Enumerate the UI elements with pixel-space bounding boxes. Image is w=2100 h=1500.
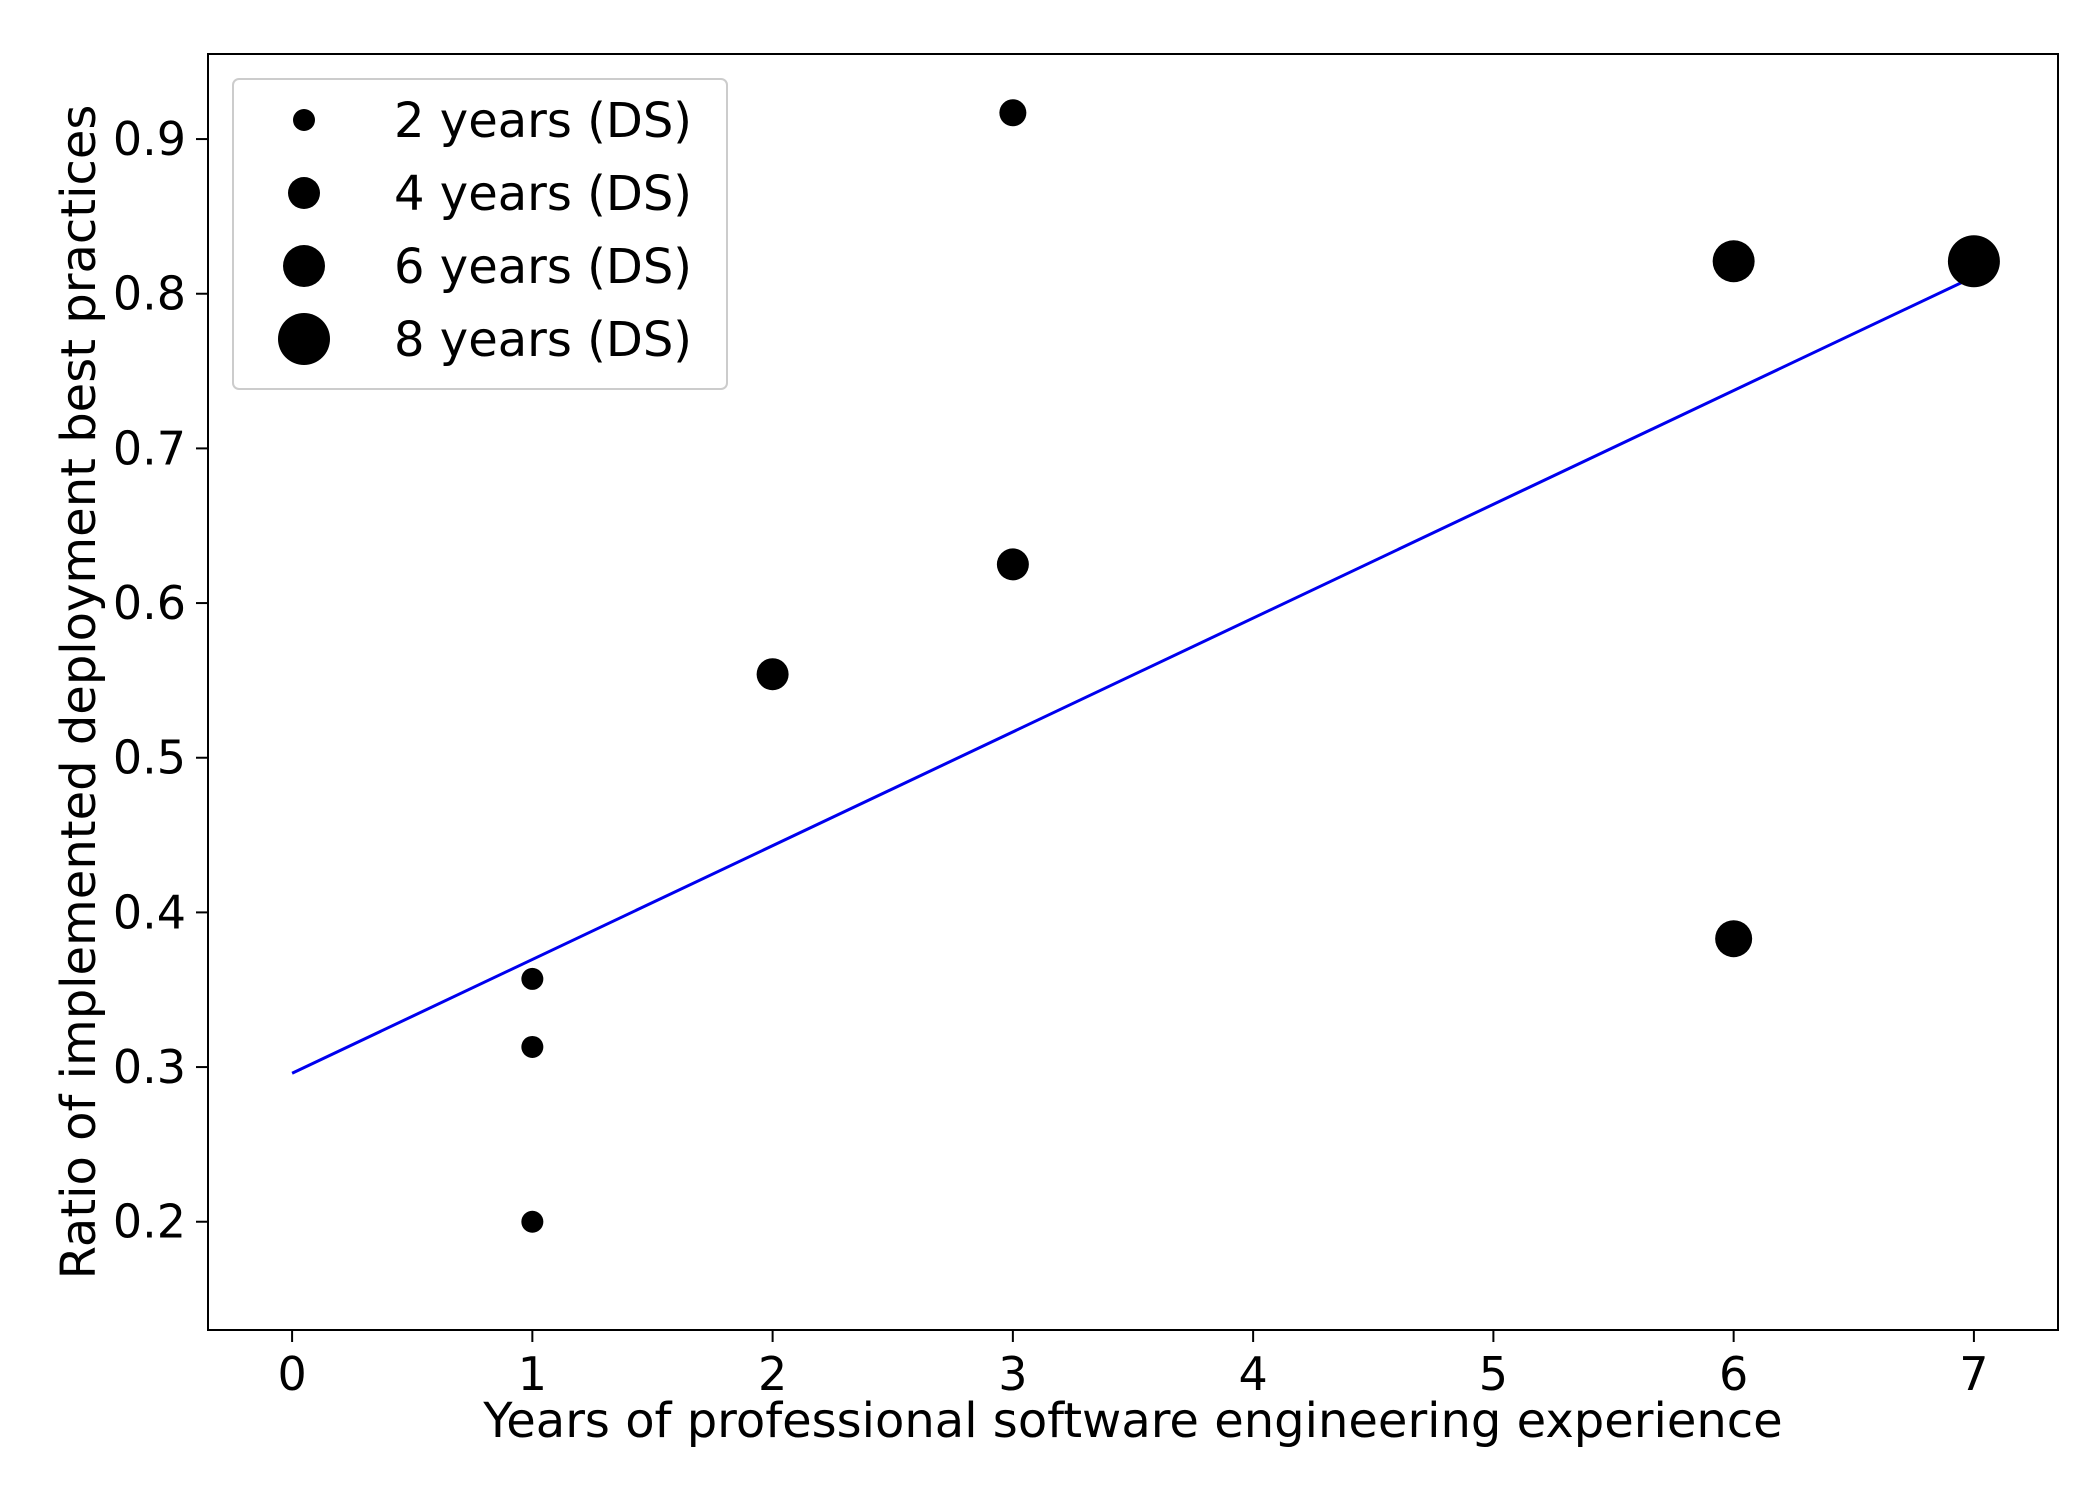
- y-tick-label: 0.3: [113, 1040, 186, 1094]
- legend-label: 8 years (DS): [394, 312, 692, 368]
- plot-frame: [207, 53, 2059, 1331]
- x-tick-label: 7: [1959, 1347, 1988, 1401]
- trend-line: [291, 275, 1975, 1075]
- data-point: [521, 1035, 544, 1058]
- data-point: [1715, 920, 1753, 958]
- data-point: [1712, 240, 1755, 283]
- legend: 2 years (DS) 4 years (DS) 6 years (DS) 8 ye…: [232, 78, 728, 390]
- data-point: [521, 1210, 544, 1233]
- y-axis-label: Ratio of implemented deployment best pra…: [51, 105, 107, 1280]
- legend-marker: [288, 177, 320, 209]
- legend-marker: [293, 109, 315, 131]
- x-tick-label: 4: [1238, 1347, 1267, 1401]
- legend-label: 4 years (DS): [394, 166, 692, 222]
- legend-label: 6 years (DS): [394, 239, 692, 295]
- y-axis: 0.2 0.3 0.4 0.5 0.6 0.7 0.8 0.9: [113, 112, 208, 1249]
- x-tick-label: 5: [1479, 1347, 1508, 1401]
- legend-marker: [283, 245, 325, 287]
- y-tick-label: 0.6: [113, 576, 186, 630]
- x-tick-label: 6: [1719, 1347, 1748, 1401]
- x-tick-label: 2: [758, 1347, 787, 1401]
- x-axis: 0 1 2 3 4 5 6 7: [277, 1330, 1989, 1401]
- plot-area: [207, 53, 2059, 1331]
- data-point: [1947, 235, 2000, 288]
- data-point: [756, 658, 789, 691]
- x-tick-label: 0: [277, 1347, 306, 1401]
- data-point: [521, 967, 544, 990]
- y-tick-label: 0.7: [113, 421, 186, 475]
- y-tick-label: 0.5: [113, 731, 186, 785]
- y-tick-label: 0.2: [113, 1195, 186, 1249]
- y-tick-label: 0.8: [113, 267, 186, 321]
- y-tick-label: 0.9: [113, 112, 186, 166]
- data-point: [999, 99, 1027, 127]
- x-axis-label: Years of professional software engineeri…: [482, 1393, 1782, 1449]
- data-points-layer: [521, 99, 2000, 1233]
- data-point: [996, 548, 1029, 581]
- legend-marker: [278, 313, 330, 365]
- trend-line-layer: [291, 275, 1975, 1075]
- legend-box: [232, 78, 728, 390]
- x-tick-label: 1: [518, 1347, 547, 1401]
- legend-label: 2 years (DS): [394, 93, 692, 149]
- y-tick-label: 0.4: [113, 885, 186, 939]
- x-tick-label: 3: [998, 1347, 1027, 1401]
